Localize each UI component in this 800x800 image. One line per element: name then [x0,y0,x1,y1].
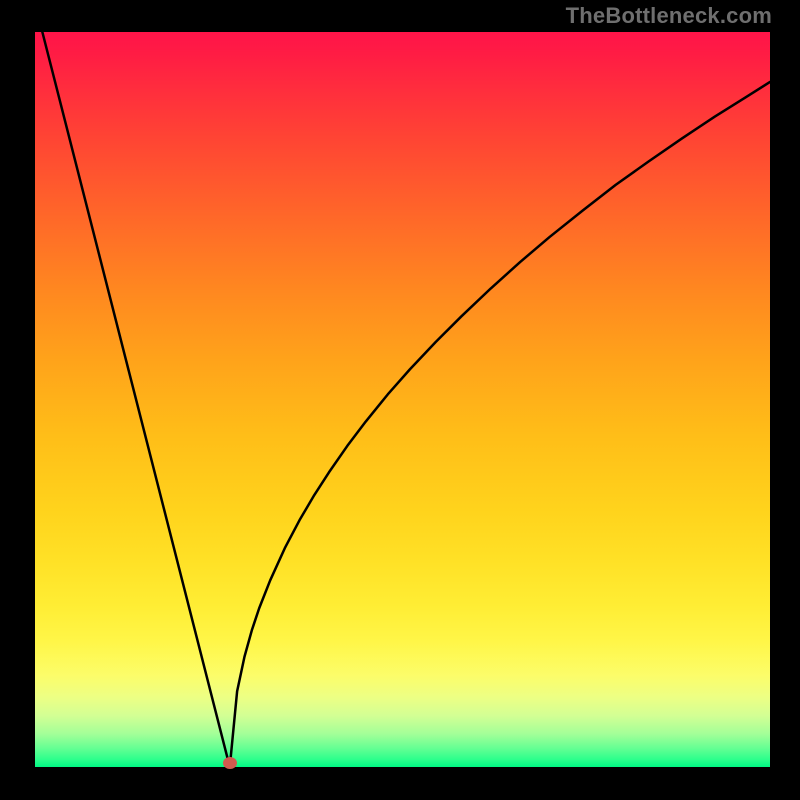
plot-area [35,32,770,767]
bottleneck-curve [42,32,770,767]
curve-layer [35,32,770,767]
watermark-text: TheBottleneck.com [566,3,772,29]
optimal-point-marker [223,757,237,769]
